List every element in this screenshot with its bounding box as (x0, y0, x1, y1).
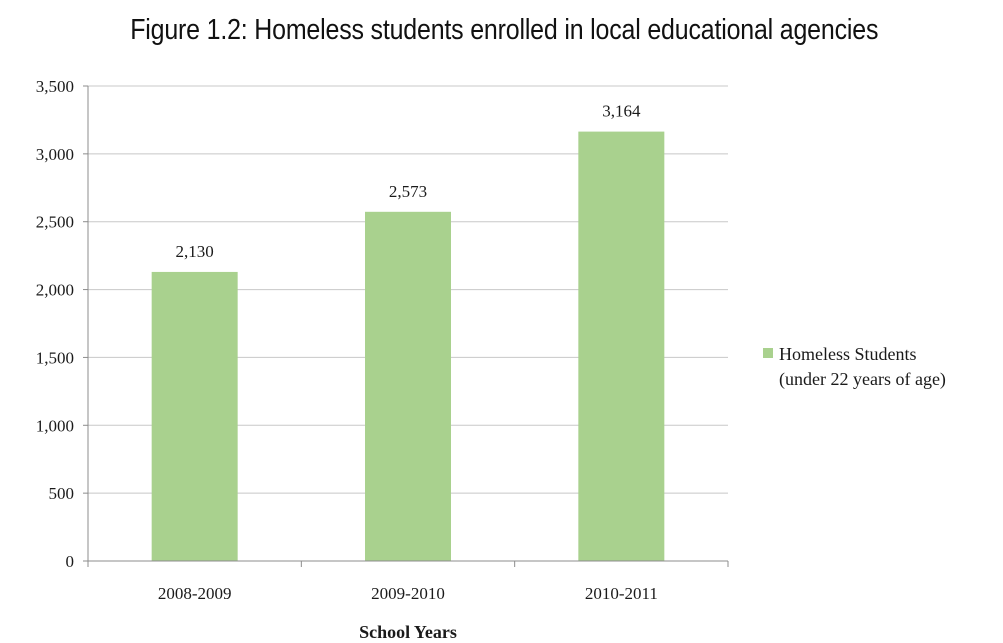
x-tick-label: 2010-2011 (585, 584, 658, 603)
y-tick-label: 3,000 (36, 145, 74, 164)
legend-swatch (763, 348, 773, 358)
data-label: 3,164 (602, 102, 641, 121)
bar (151, 271, 238, 561)
x-tick-label: 2009-2010 (371, 584, 445, 603)
axes (87, 86, 728, 562)
y-tick-label: 2,500 (36, 213, 74, 232)
y-axis-ticks: 0 500 1,000 1,500 2,000 2,500 3,000 3,500 (36, 77, 88, 571)
y-tick-label: 1,500 (36, 348, 74, 367)
y-tick-label: 3,500 (36, 77, 74, 96)
bar (578, 131, 665, 561)
legend: Homeless Students (under 22 years of age) (763, 344, 946, 390)
data-labels: 2,130 2,573 3,164 (176, 102, 641, 261)
y-tick-label: 0 (66, 552, 75, 571)
chart-title: Figure 1.2: Homeless students enrolled i… (130, 14, 879, 46)
x-axis-ticks: 2008-2009 2009-2010 2010-2011 (87, 561, 729, 603)
bars (151, 131, 665, 562)
y-tick-label: 1,000 (36, 416, 74, 435)
x-axis-title: School Years (359, 622, 457, 642)
bar (365, 211, 451, 562)
legend-label: (under 22 years of age) (779, 369, 946, 390)
y-tick-label: 500 (49, 484, 75, 503)
legend-label: Homeless Students (779, 344, 917, 364)
y-tick-label: 2,000 (36, 281, 74, 300)
data-label: 2,573 (389, 182, 427, 201)
x-tick-label: 2008-2009 (158, 584, 232, 603)
data-label: 2,130 (176, 242, 214, 261)
